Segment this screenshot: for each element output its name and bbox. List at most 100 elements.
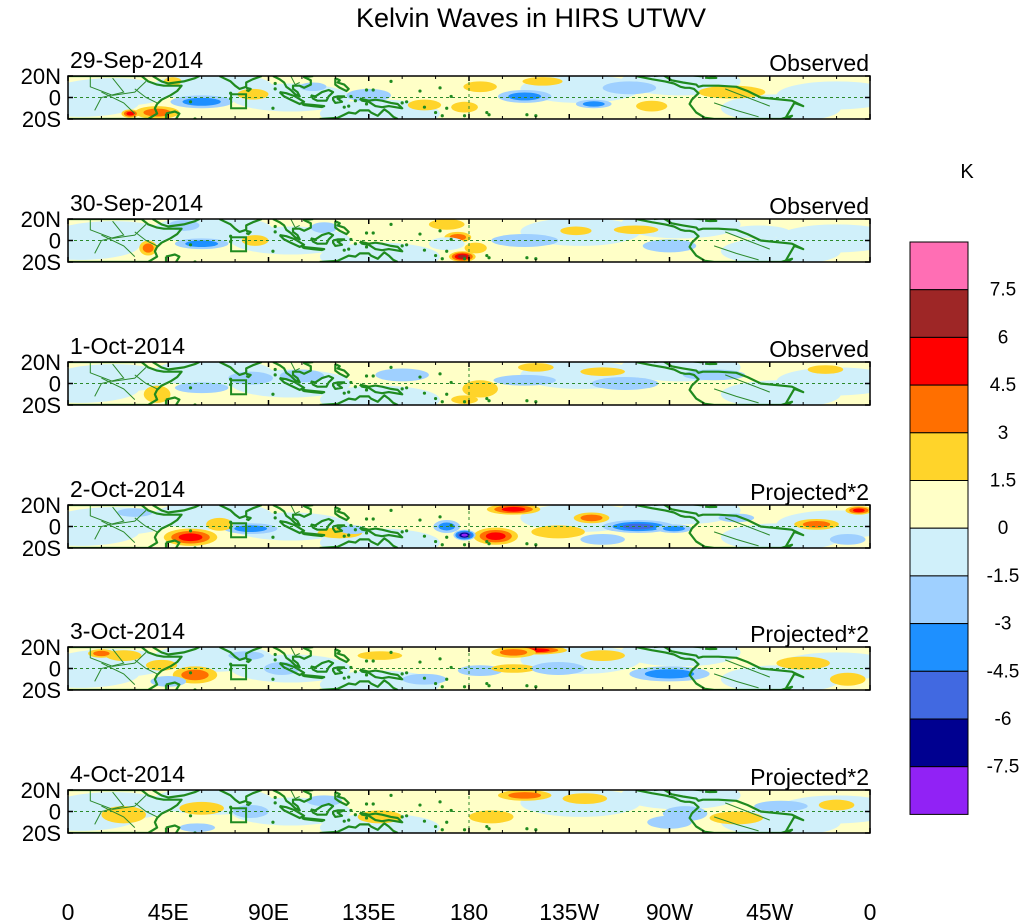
anomaly-blob xyxy=(727,225,790,239)
island xyxy=(534,400,538,404)
island xyxy=(273,367,277,372)
sri-lanka-outline xyxy=(245,229,252,236)
anomaly-blob xyxy=(642,239,697,253)
island xyxy=(188,529,193,533)
se-asia-outline xyxy=(272,362,314,384)
anomaly-blob xyxy=(829,534,866,545)
anomaly-blob xyxy=(279,369,325,383)
panel-status: Observed xyxy=(769,193,869,219)
colorbar-label: 1.5 xyxy=(990,471,1016,492)
island xyxy=(342,676,346,680)
lon-tick-label: 90E xyxy=(248,899,289,922)
panel-date: 1-Oct-2014 xyxy=(70,333,185,359)
sri-lanka-outline xyxy=(245,515,252,522)
americas-outline xyxy=(635,505,805,548)
hispaniola-outline xyxy=(705,790,718,794)
colorbar-label: -7.5 xyxy=(987,757,1020,778)
anomaly-blob xyxy=(179,823,216,832)
background-anomaly xyxy=(319,385,440,405)
anomaly-blob xyxy=(93,650,110,657)
island xyxy=(271,106,275,110)
island xyxy=(364,659,369,663)
lat-tick-label: 0 xyxy=(49,657,61,682)
island xyxy=(371,517,375,521)
island xyxy=(440,543,444,547)
island xyxy=(347,247,351,251)
country-border xyxy=(94,220,125,254)
island xyxy=(534,257,538,261)
panel-status: Projected*2 xyxy=(750,621,869,647)
borneo-outline xyxy=(309,517,335,531)
island xyxy=(353,385,357,389)
hispaniola-outline xyxy=(705,219,718,223)
island xyxy=(389,79,393,83)
anomaly-blob xyxy=(709,811,764,825)
java-outline xyxy=(301,388,326,395)
island xyxy=(364,88,369,92)
panel-date: 4-Oct-2014 xyxy=(70,761,185,787)
americas-outline xyxy=(635,219,805,262)
island xyxy=(347,390,351,394)
anomaly-blob xyxy=(228,371,273,385)
philippines-outline xyxy=(334,363,350,379)
sulawesi-outline xyxy=(332,666,346,675)
anomaly-blob xyxy=(407,99,442,111)
island xyxy=(353,99,357,103)
country-border xyxy=(94,77,125,111)
country-border xyxy=(94,791,125,825)
island xyxy=(440,685,444,689)
anomaly-blob xyxy=(143,385,171,403)
madagascar-outline xyxy=(164,253,181,262)
island xyxy=(438,657,442,661)
anomaly-blob xyxy=(310,222,338,233)
island xyxy=(353,528,357,532)
background-anomaly xyxy=(68,88,140,117)
americas-outline xyxy=(635,647,805,690)
sulawesi-outline xyxy=(332,381,346,390)
island xyxy=(364,802,369,806)
map-overlay xyxy=(68,76,805,119)
island xyxy=(389,793,393,797)
anomaly-blob xyxy=(185,240,219,248)
country-border xyxy=(713,816,759,832)
sumatra-outline xyxy=(278,91,306,106)
colorbar-swatch xyxy=(909,336,969,386)
anomaly-blob xyxy=(428,219,465,230)
background-anomaly xyxy=(68,374,140,403)
map-overlay xyxy=(68,362,805,405)
africa-outline xyxy=(68,362,183,405)
island xyxy=(438,372,442,376)
sri-lanka-outline xyxy=(245,800,252,807)
lon-tick-label: 45E xyxy=(148,899,189,922)
island xyxy=(364,816,369,820)
lat-tick-label: 0 xyxy=(49,515,61,540)
lat-tick-label: 20N xyxy=(21,207,61,232)
philippines-outline xyxy=(334,506,350,522)
island xyxy=(273,81,277,86)
anomaly-blob xyxy=(580,367,625,376)
anomaly-blob xyxy=(591,377,659,390)
country-border xyxy=(94,506,125,540)
americas-outline xyxy=(635,362,805,405)
java-outline xyxy=(301,816,326,823)
island xyxy=(405,100,409,104)
india-outline xyxy=(219,647,263,661)
anomaly-blob xyxy=(428,237,465,251)
anomaly-blob xyxy=(461,533,468,537)
sumatra-outline xyxy=(278,520,306,535)
island xyxy=(525,684,529,688)
island xyxy=(485,253,489,258)
anomaly-blob xyxy=(758,103,804,117)
island xyxy=(353,670,357,674)
lat-tick-label: 20N xyxy=(21,350,61,375)
island xyxy=(405,671,409,675)
philippines-outline xyxy=(334,791,350,807)
island xyxy=(364,517,369,521)
anomaly-blob xyxy=(647,815,692,829)
anomaly-blob xyxy=(501,506,526,512)
borneo-outline xyxy=(309,231,335,245)
